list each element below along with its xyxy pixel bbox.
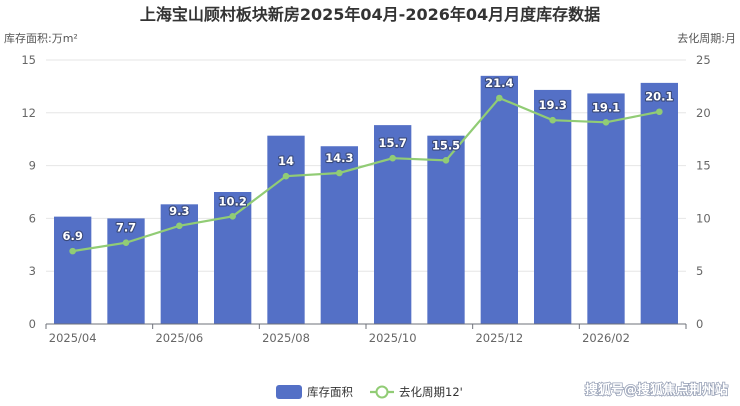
line-point: [336, 169, 343, 177]
x-tick-label: 2025/06: [155, 331, 203, 345]
bar: [107, 218, 145, 324]
data-label: 10.2: [218, 194, 246, 208]
right-y-tick-label: 15: [696, 159, 711, 173]
left-axis-name: 库存面积:万m²: [4, 31, 78, 45]
left-y-tick-label: 15: [21, 53, 36, 67]
bar: [54, 216, 92, 324]
x-tick-label: 2026/02: [582, 331, 630, 345]
right-axis-name: 去化周期:月: [677, 31, 736, 45]
bar: [427, 135, 465, 324]
right-y-tick-label: 5: [696, 264, 703, 278]
left-y-tick-label: 6: [29, 211, 36, 225]
data-label: 14.3: [325, 151, 353, 165]
line-point: [122, 239, 130, 246]
left-y-tick-label: 3: [29, 264, 36, 278]
line-path: [72, 96, 660, 253]
line-point: [602, 119, 610, 126]
line-point: [229, 212, 236, 220]
left-y-tick-label: 12: [21, 106, 36, 120]
chart-title: 上海宝山顾村板块新房2025年04月-2026年04月月度库存数据: [140, 5, 600, 24]
data-label: 15.5: [432, 138, 460, 152]
data-label: 14: [278, 154, 294, 168]
data-label: 20.1: [645, 90, 673, 104]
legend-line-marker: [375, 385, 389, 399]
x-tick-label: 2025/04: [49, 331, 97, 345]
line-point: [656, 108, 663, 116]
line-series: 6.9 7.7 9.3 10.2 14 14.3 15.7 15.5 21.4 19.3 19.1 2…: [61, 75, 675, 255]
bar: [587, 93, 625, 324]
line-point: [282, 172, 290, 180]
x-tick-label: 2025/08: [262, 331, 310, 345]
bar: [160, 204, 198, 324]
right-y-tick-label: 10: [696, 211, 711, 225]
line-point: [549, 116, 556, 124]
data-label: 9.3: [169, 204, 189, 218]
bar: [640, 82, 678, 324]
data-label: 19.3: [538, 98, 566, 112]
x-tick-label: 2025/12: [475, 331, 523, 345]
axes: 0 3 6 9 12 15 0 5 10 15 20 25 2025/04 2025/06 2025/08 2…: [21, 53, 710, 345]
left-y-tick-label: 9: [29, 159, 36, 173]
right-y-tick-label: 25: [696, 53, 711, 67]
data-label: 15.7: [378, 136, 406, 150]
x-tick-label: 2025/10: [369, 331, 417, 345]
line-point: [69, 247, 76, 255]
line-point: [496, 94, 503, 102]
right-y-tick-label: 20: [696, 106, 711, 120]
data-label: 6.9: [62, 229, 82, 243]
legend: 库存面积 去化周期12': [276, 385, 463, 399]
right-y-tick-label: 0: [696, 317, 703, 331]
legend-bar-swatch: [276, 385, 302, 399]
watermark: 搜狐号@搜狐焦点荆州站: [585, 382, 728, 398]
bar: [480, 75, 518, 324]
legend-line-label: 去化周期12': [399, 385, 463, 399]
data-label: 21.4: [485, 76, 513, 90]
bar: [534, 89, 572, 324]
bar-series: [54, 75, 678, 325]
data-label: 7.7: [116, 221, 136, 235]
data-label: 19.1: [592, 100, 620, 114]
line-point: [442, 157, 450, 164]
line-point: [176, 222, 183, 230]
left-y-tick-label: 0: [29, 317, 36, 331]
legend-bar-label: 库存面积: [307, 385, 353, 399]
line-point: [389, 154, 396, 162]
bar: [267, 135, 305, 324]
bar: [214, 192, 252, 324]
